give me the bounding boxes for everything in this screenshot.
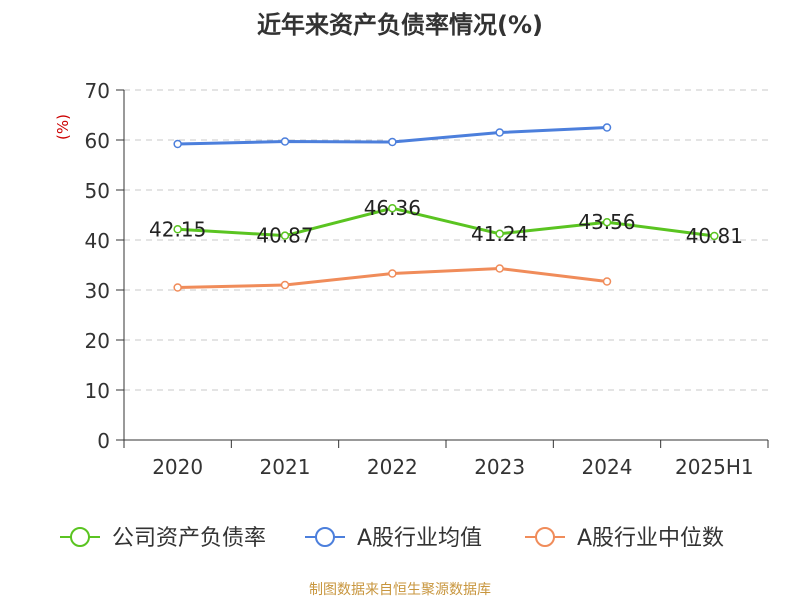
data-point [495,128,504,137]
legend[interactable]: 公司资产负债率 A股行业均值 A股行业中位数 [60,526,724,551]
grid-lines [124,89,768,391]
legend-label: A股行业均值 [357,526,482,551]
legend-label: 公司资产负债率 [112,526,266,551]
data-point [173,225,182,234]
y-tick-label: 20 [85,329,110,353]
data-labels: 42.15 40.87 46.36 41.24 43.56 40.81 [149,196,743,248]
x-tick-label: 2020 [152,455,203,479]
series-line [177,206,715,238]
y-tick-label: 10 [85,379,110,403]
data-label: 40.87 [256,224,313,248]
data-point [602,277,612,286]
x-tick-label: 2023 [474,455,525,479]
data-point [388,269,397,278]
legend-item[interactable]: A股行业中位数 [525,526,724,551]
data-label: 46.36 [364,196,421,220]
data-point [173,283,182,292]
data-point [280,280,290,290]
data-point [280,137,290,146]
data-point [495,229,504,239]
x-tick-label: 2021 [260,455,311,479]
y-tick-label: 50 [85,179,110,203]
y-axis-label: (%) [54,114,72,140]
data-point [280,231,290,240]
legend-marker [315,527,335,547]
x-tick-label: 2025H1 [675,455,754,479]
legend-marker [70,527,90,547]
data-label: 43.56 [578,210,635,234]
legend-label: A股行业中位数 [577,526,724,551]
y-tick-label: 40 [85,229,110,253]
legend-marker [535,527,555,547]
data-point [388,203,397,213]
x-tick-label: 2022 [367,455,418,479]
data-label: 42.15 [149,217,206,241]
data-label: 40.81 [686,224,743,248]
source-note: 制图数据来自恒生聚源数据库 [309,582,491,598]
series-lines [173,123,719,292]
data-point [495,264,504,273]
legend-item[interactable]: 公司资产负债率 [60,526,266,551]
chart-title: 近年来资产负债率情况(%) [257,11,543,39]
data-label: 41.24 [471,222,528,246]
data-point [602,217,612,227]
x-tick-label: 2024 [582,455,633,479]
data-point [602,123,612,132]
y-tick-label: 0 [97,429,110,453]
legend-item[interactable]: A股行业均值 [305,526,482,551]
y-tick-label: 30 [85,279,110,303]
y-tick-label: 60 [85,129,110,153]
y-tick-label: 70 [85,79,110,103]
data-point [173,139,182,149]
axes: 0 10 20 30 40 50 60 70 2020 2021 2022 2023 2024 2025H… [85,79,769,479]
data-point [710,231,719,241]
data-point [388,137,397,147]
